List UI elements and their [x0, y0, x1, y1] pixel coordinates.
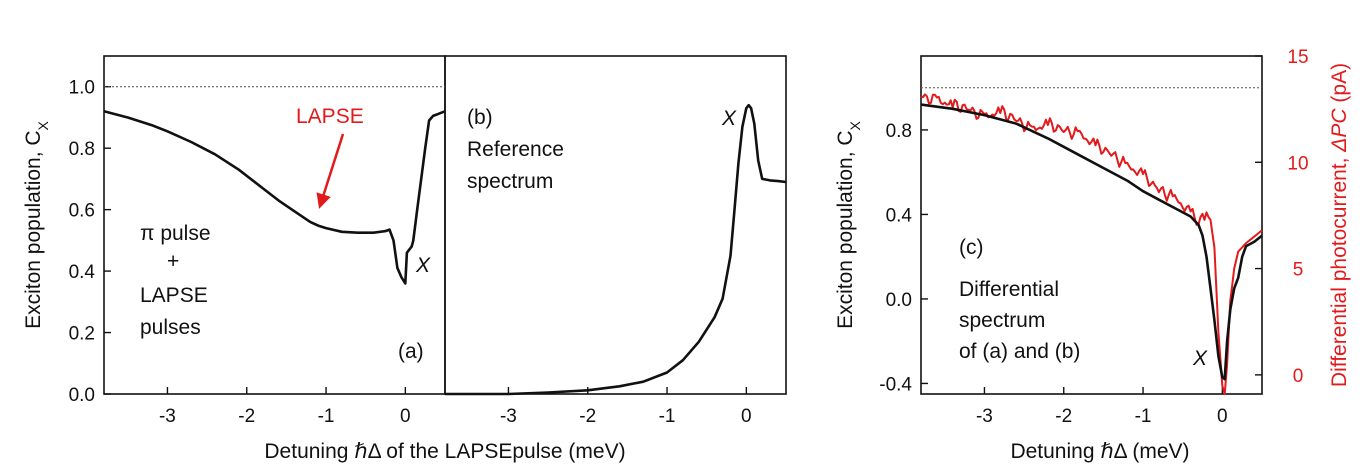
a-label-pi-pulse: π pulse	[140, 222, 211, 245]
left-x-axis-title: Detuning ℏΔ of the LAPSEpulse (meV)	[264, 440, 625, 463]
panel-c-ticks: -3 -2 -1 0 -0.4 0.0 0.4 0.8 0 5 10 15	[879, 47, 1308, 427]
a-lapse-arrow	[316, 133, 345, 209]
b-x-tick-label: 0	[741, 406, 752, 427]
a-arrow-label: LAPSE	[296, 105, 364, 128]
a-x-tick-label: -1	[318, 406, 335, 427]
c-panel-tag: (c)	[959, 236, 984, 259]
c-exciton-label: X	[1192, 347, 1208, 370]
a-y-tick-label: 0.2	[69, 324, 95, 345]
panel-b-frame	[444, 55, 787, 395]
c-label-line1: Differential	[959, 278, 1059, 301]
panel-c-population-line	[920, 103, 1263, 381]
a-label-plus: +	[167, 250, 179, 273]
panel-b-ticks: -3 -2 -1 0	[500, 387, 752, 427]
b-exciton-label: X	[721, 107, 737, 130]
c-label-line2: spectrum	[959, 309, 1045, 332]
c-x-tick-label: -3	[976, 406, 993, 427]
c-y2-tick-label: 15	[1287, 47, 1308, 68]
panel-a-series-line	[103, 110, 446, 285]
left-y-axis-title: Exciton population, CX	[22, 120, 51, 328]
a-y-tick-label: 0.6	[69, 201, 95, 222]
c-x-tick-label: -2	[1055, 406, 1072, 427]
c-y-tick-label: -0.4	[879, 374, 912, 395]
a-x-tick-label: -3	[159, 406, 176, 427]
a-x-tick-label: 0	[400, 406, 411, 427]
a-panel-tag: (a)	[398, 340, 424, 363]
c-y2-axis-title: Differential photocurrent, ΔPC (pA)	[1328, 63, 1351, 387]
c-x-axis-title: Detuning ℏΔ (meV)	[1010, 440, 1189, 463]
c-y-tick-label: 0.0	[886, 290, 912, 311]
b-panel-tag: (b)	[467, 106, 493, 129]
b-x-tick-label: -3	[500, 406, 517, 427]
a-y-tick-label: 0.8	[69, 139, 95, 160]
c-y-axis-title: Exciton population, CX	[834, 120, 863, 328]
c-x-tick-label: -1	[1135, 406, 1152, 427]
c-y2-tick-label: 10	[1287, 153, 1308, 174]
a-y-tick-label: 1.0	[69, 78, 95, 99]
b-x-tick-label: -1	[659, 406, 676, 427]
b-label-line1: Reference	[467, 138, 564, 161]
b-x-tick-label: -2	[579, 406, 596, 427]
c-y-tick-label: 0.4	[886, 205, 913, 226]
panel-a-ticks: -3 -2 -1 0 0.0 0.2 0.4 0.6 0.8 1.0	[69, 78, 411, 427]
panel-b-series-line	[445, 103, 787, 396]
c-y2-tick-label: 0	[1293, 366, 1304, 387]
panel-c-photocurrent-line	[920, 93, 1263, 395]
a-exciton-label: X	[415, 254, 431, 277]
c-y2-tick-label: 5	[1293, 260, 1304, 281]
a-y-tick-label: 0.0	[69, 385, 95, 406]
a-label-lapse: LAPSE	[140, 284, 208, 307]
b-label-line2: spectrum	[467, 170, 553, 193]
c-label-line3: of (a) and (b)	[959, 340, 1080, 363]
a-x-tick-label: -2	[238, 406, 255, 427]
a-y-tick-label: 0.4	[69, 262, 96, 283]
c-y-tick-label: 0.8	[886, 121, 912, 142]
a-label-pulses: pulses	[140, 316, 201, 339]
c-x-tick-label: 0	[1217, 406, 1228, 427]
panel-c-frame	[920, 55, 1263, 395]
